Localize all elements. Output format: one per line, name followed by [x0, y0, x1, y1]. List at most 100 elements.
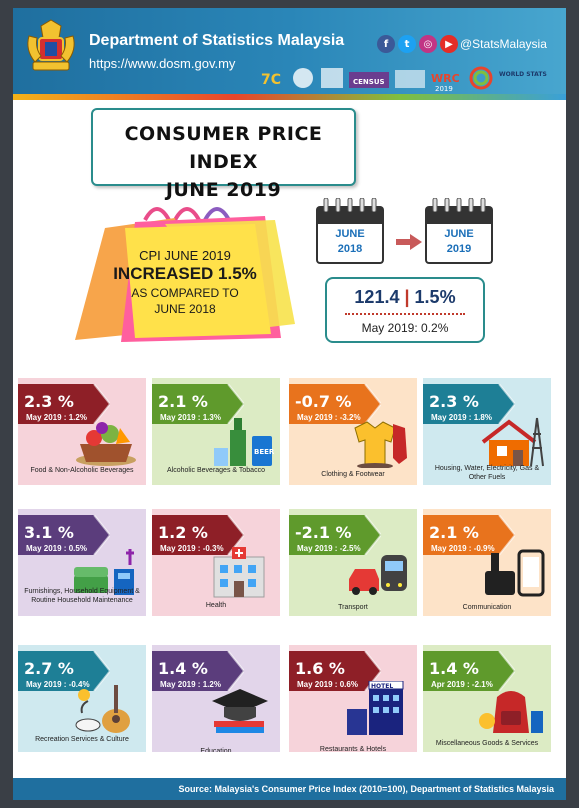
calendar-year-1: 2018 — [337, 243, 363, 255]
badge: 2.7 % May 2019 : -0.4% — [18, 651, 110, 691]
cpi-summary-box: 121.4 | 1.5% May 2019: 0.2% — [325, 277, 485, 343]
instagram-icon[interactable]: ◎ — [419, 35, 437, 53]
dotted-divider — [345, 313, 465, 315]
cpi-divider: | — [404, 287, 410, 307]
category-percent: 1.4 % — [429, 659, 479, 678]
bag-line-3: AS COMPARED TO — [131, 286, 239, 300]
category-label: Education — [200, 748, 232, 752]
category-previous: May 2019 : -0.3% — [160, 544, 224, 553]
graduation-cap-icon — [212, 689, 268, 733]
logo-world-stats: WORLD STATS — [499, 71, 547, 78]
category-previous: May 2019 : -2.5% — [297, 544, 361, 553]
category-previous: May 2019 : 1.3% — [160, 413, 221, 422]
category-label: Alcoholic Beverages & Tobacco — [167, 467, 265, 474]
category-percent: 1.4 % — [158, 659, 208, 678]
badge: 2.3 % May 2019 : 1.2% — [18, 384, 110, 424]
bag-line-4: JUNE 2018 — [154, 302, 216, 316]
category-previous: May 2019 : -0.4% — [26, 680, 90, 689]
category-card: 3.1 % May 2019 : 0.5% Furnishings, Househo… — [18, 509, 146, 616]
category-card: 1.4 % May 2019 : 1.2% Education — [152, 645, 280, 752]
social-handle[interactable]: @StatsMalaysia — [460, 37, 547, 51]
category-card: 2.3 % May 2019 : 1.2% Food & Non-Alcoholic… — [18, 378, 146, 485]
guitar-icon — [75, 685, 130, 733]
category-previous: Apr 2019 : -2.1% — [431, 680, 493, 689]
category-label: Recreation Services & Culture — [35, 736, 129, 743]
title-line-2: JUNE 2019 — [165, 179, 282, 201]
phone-icon — [485, 549, 545, 597]
category-card: -2.1 % May 2019 : -2.5% Transport — [289, 509, 417, 616]
category-card: -0.7 % May 2019 : -3.2% Clothing & Footwea… — [289, 378, 417, 485]
category-label: Clothing & Footwear — [321, 471, 385, 478]
hotel-icon: HOTEL — [347, 681, 404, 735]
category-label: Communication — [462, 604, 512, 611]
calendar-icon: JUNE 2019 — [425, 198, 493, 264]
category-previous: May 2019 : 0.6% — [297, 680, 358, 689]
calendar-month-2: JUNE — [444, 228, 474, 240]
cpi-index: 121.4 — [354, 287, 400, 307]
category-card: 2.7 % May 2019 : -0.4% Recreation Services… — [18, 645, 146, 752]
logo-wrc-year: 2019 — [435, 85, 453, 92]
bag-text: CPI JUNE 2019 INCREASED 1.5% AS COMPARED… — [95, 248, 275, 317]
category-percent: 2.7 % — [24, 659, 74, 678]
badge: -0.7 % May 2019 : -3.2% — [289, 384, 381, 424]
category-card: 1.2 % May 2019 : -0.3% Health — [152, 509, 280, 616]
logo-census: CENSUS — [353, 78, 385, 86]
clothing-icon — [354, 421, 407, 468]
category-previous: May 2019 : 1.8% — [431, 413, 492, 422]
category-percent: 2.3 % — [429, 392, 479, 411]
category-percent: 2.3 % — [24, 392, 74, 411]
cpi-previous: May 2019: 0.2% — [361, 321, 449, 335]
youtube-icon[interactable]: ▶ — [440, 35, 458, 53]
badge: 2.3 % May 2019 : 1.8% — [423, 384, 515, 424]
category-previous: May 2019 : 1.2% — [160, 680, 221, 689]
badge: 2.1 % May 2019 : -0.9% — [423, 515, 515, 555]
calendar-month-1: JUNE — [335, 228, 365, 240]
category-label: Restaurants & Hotels — [319, 746, 387, 752]
badge: 1.4 % Apr 2019 : -2.1% — [423, 651, 515, 691]
header-banner: Department of Statistics Malaysia https:… — [13, 8, 566, 94]
hospital-icon — [213, 547, 265, 598]
title-line-1: CONSUMER PRICE INDEX — [124, 123, 323, 173]
calendar-year-2: 2019 — [446, 243, 472, 255]
transport-icon — [349, 555, 407, 595]
category-percent: -0.7 % — [295, 392, 352, 411]
category-previous: May 2019 : -0.9% — [431, 544, 495, 553]
category-label: Health — [205, 602, 227, 609]
category-previous: May 2019 : 0.5% — [26, 544, 87, 553]
org-url[interactable]: https://www.dosm.gov.my — [89, 56, 236, 71]
category-card: 1.6 % May 2019 : 0.6% HOTEL Restaurants & H… — [289, 645, 417, 752]
partner-logos: 7C CENSUS WRC 2019 WORLD STATS — [261, 66, 547, 92]
house-icon — [481, 417, 544, 467]
category-percent: 1.6 % — [295, 659, 345, 678]
facebook-icon[interactable]: f — [377, 35, 395, 53]
category-percent: 2.1 % — [158, 392, 208, 411]
shopping-bag-icon — [75, 207, 295, 342]
twitter-icon[interactable]: t — [398, 35, 416, 53]
bag-line-1: CPI JUNE 2019 — [139, 248, 231, 263]
malaysia-crest-icon — [27, 19, 75, 71]
cpi-main-value: 121.4 | 1.5% — [327, 287, 483, 308]
bag-line-2: INCREASED 1.5% — [113, 264, 257, 283]
badge: 1.4 % May 2019 : 1.2% — [152, 651, 244, 691]
cpi-change: 1.5% — [414, 287, 456, 307]
source-footer: Source: Malaysia's Consumer Price Index … — [13, 778, 566, 800]
category-label: Furnishings, Household Equipment & Routi… — [24, 588, 140, 604]
category-previous: May 2019 : -3.2% — [297, 413, 361, 422]
category-percent: 2.1 % — [429, 523, 479, 542]
infographic: Department of Statistics Malaysia https:… — [13, 8, 566, 800]
category-card: 2.3 % May 2019 : 1.8% Housing, Water, Elec… — [423, 378, 551, 485]
category-card: 2.1 % May 2019 : 1.3% BEER Alcoholic Bevera… — [152, 378, 280, 485]
category-percent: 3.1 % — [24, 523, 74, 542]
category-label: Miscellaneous Goods & Services — [435, 740, 539, 747]
category-label: Housing, Water, Electricity, Gas & Other… — [434, 465, 540, 481]
food-basket-icon — [76, 422, 136, 466]
title-box: CONSUMER PRICE INDEX JUNE 2019 — [91, 108, 356, 201]
badge: -2.1 % May 2019 : -2.5% — [289, 515, 381, 555]
arrow-right-icon — [396, 234, 422, 250]
org-name: Department of Statistics Malaysia — [89, 32, 345, 49]
social-icons: f t ◎ ▶ — [377, 35, 458, 53]
logo-wrc: WRC — [431, 72, 460, 85]
badge: 3.1 % May 2019 : 0.5% — [18, 515, 110, 555]
backpack-icon — [479, 691, 543, 733]
category-label: Food & Non-Alcoholic Beverages — [30, 467, 134, 474]
